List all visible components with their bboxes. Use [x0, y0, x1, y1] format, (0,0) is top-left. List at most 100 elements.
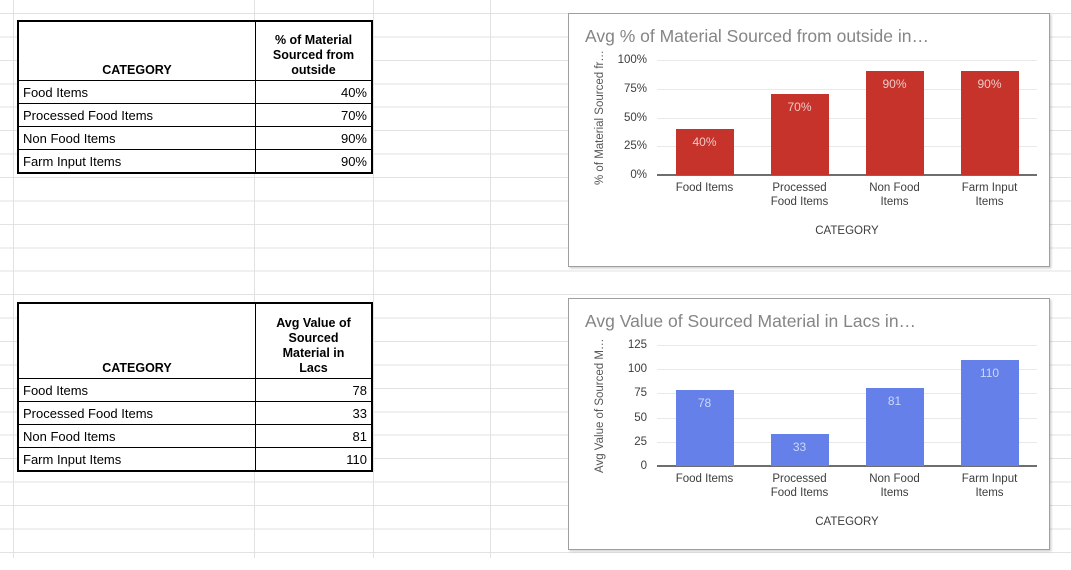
cell-category[interactable]: Food Items: [23, 84, 89, 100]
table-row: Non Food Items 81: [19, 424, 371, 447]
bar-processed-food-items[interactable]: 70%: [770, 94, 829, 175]
y-gridline: [657, 442, 1037, 443]
chart-avg-value-sourced[interactable]: Avg Value of Sourced Material in Lacs in…: [568, 298, 1050, 550]
bar-slot: 78: [657, 390, 752, 466]
table-row: Food Items 78: [19, 378, 371, 401]
y-tick-label: 75: [634, 387, 647, 399]
header-cell-category[interactable]: CATEGORY: [102, 63, 172, 77]
x-axis-ticks: Food Items Processed Food Items Non Food I…: [657, 182, 1037, 210]
y-gridline: [657, 118, 1037, 119]
cell-value[interactable]: 110: [255, 448, 371, 470]
x-tick-label: Farm Input Items: [961, 182, 1018, 208]
bar-slot: 40%: [657, 129, 752, 175]
bar-value-label: 110: [979, 366, 1000, 380]
bar-value-label: 81: [887, 394, 902, 408]
plot-area: 40% 70% 90% 90%: [657, 60, 1037, 176]
cell-category[interactable]: Processed Food Items: [23, 405, 154, 421]
x-axis-baseline: [657, 174, 1037, 176]
cell-value[interactable]: 70%: [255, 104, 371, 126]
bars-container: 40% 70% 90% 90%: [657, 60, 1037, 175]
bar-farm-input-items[interactable]: 90%: [960, 71, 1019, 175]
header-cell-value[interactable]: Avg Value of Sourced Material in Lacs: [255, 304, 371, 378]
y-tick-label: 25%: [623, 140, 647, 152]
x-tick-label: Non Food Items: [869, 473, 920, 499]
cell-category[interactable]: Non Food Items: [23, 130, 116, 146]
plot-area: 78 33 81 110: [657, 345, 1037, 467]
cell-value[interactable]: 40%: [255, 81, 371, 103]
y-tick-label: 25: [634, 436, 647, 448]
chart-title: Avg Value of Sourced Material in Lacs in…: [585, 311, 917, 331]
bar-slot: 110: [942, 360, 1037, 466]
x-tick-label: Farm Input Items: [961, 473, 1018, 499]
y-axis-title-column: Avg Value of Sourced M…: [587, 338, 613, 528]
sheet-gridline-vertical: [490, 0, 491, 558]
chart-body: Avg Value of Sourced M… 125 100 75 50 25 0 78…: [569, 338, 1049, 528]
bar-value-label: 78: [697, 396, 712, 410]
y-axis-title: Avg Value of Sourced M…: [594, 338, 606, 473]
x-axis-title: CATEGORY: [815, 224, 879, 237]
chart-body: % of Material Sourced fr… 100% 75% 50% 25% 0…: [569, 50, 1049, 237]
y-gridline: [657, 369, 1037, 370]
cell-category[interactable]: Processed Food Items: [23, 107, 154, 123]
bar-slot: 33: [752, 434, 847, 466]
y-axis-ticks: 100% 75% 50% 25% 0%: [613, 54, 657, 181]
bar-value-label: 90%: [882, 77, 907, 91]
y-tick-label: 100%: [617, 54, 647, 66]
table-avg-value-sourced: CATEGORY Avg Value of Sourced Material i…: [17, 302, 373, 472]
table-row: Farm Input Items 90%: [19, 149, 371, 172]
y-tick-label: 0: [640, 460, 647, 472]
cell-category[interactable]: Non Food Items: [23, 428, 116, 444]
chart-main-column: 40% 70% 90% 90% Food Items Processed Food It…: [657, 60, 1037, 237]
y-tick-label: 50: [634, 412, 647, 424]
sheet-gridline-vertical: [373, 0, 374, 558]
sheet-gridline-vertical: [13, 0, 14, 558]
table-row: Farm Input Items 110: [19, 447, 371, 470]
y-gridline: [657, 60, 1037, 61]
cell-value[interactable]: 90%: [255, 127, 371, 149]
bar-value-label: 70%: [787, 100, 812, 114]
bar-value-label: 40%: [692, 135, 717, 149]
bar-slot: 70%: [752, 94, 847, 175]
y-tick-label: 75%: [623, 83, 647, 95]
y-gridline: [657, 418, 1037, 419]
y-tick-label: 0%: [630, 169, 647, 181]
sheet-gridline-vertical: [254, 0, 255, 558]
bar-slot: 90%: [942, 71, 1037, 175]
cell-value[interactable]: 78: [255, 379, 371, 401]
bar-value-label: 90%: [977, 77, 1002, 91]
bar-processed-food-items[interactable]: 33: [770, 434, 829, 466]
bar-food-items[interactable]: 78: [675, 390, 734, 466]
cell-category[interactable]: Farm Input Items: [23, 451, 122, 467]
header-cell-value[interactable]: % of Material Sourced from outside: [255, 22, 371, 80]
table-header-row: CATEGORY % of Material Sourced from outs…: [19, 22, 371, 80]
y-tick-label: 100: [627, 363, 647, 375]
y-tick-label: 50%: [623, 112, 647, 124]
table-row: Processed Food Items 70%: [19, 103, 371, 126]
table-row: Processed Food Items 33: [19, 401, 371, 424]
y-axis-title-column: % of Material Sourced fr…: [587, 50, 613, 237]
header-cell-category[interactable]: CATEGORY: [102, 361, 172, 375]
cell-category[interactable]: Food Items: [23, 382, 89, 398]
y-gridline: [657, 146, 1037, 147]
y-gridline: [657, 89, 1037, 90]
cell-value[interactable]: 33: [255, 402, 371, 424]
bar-non-food-items[interactable]: 90%: [865, 71, 924, 175]
chart-main-column: 78 33 81 110 Food Items Processed Food Items…: [657, 345, 1037, 528]
bar-slot: 90%: [847, 71, 942, 175]
bar-non-food-items[interactable]: 81: [865, 388, 924, 466]
x-axis-title: CATEGORY: [815, 515, 879, 528]
bar-value-label: 33: [792, 440, 807, 454]
bar-farm-input-items[interactable]: 110: [960, 360, 1019, 466]
y-axis-ticks: 125 100 75 50 25 0: [613, 339, 657, 472]
cell-category[interactable]: Farm Input Items: [23, 153, 122, 169]
bar-food-items[interactable]: 40%: [675, 129, 734, 175]
table-header-row: CATEGORY Avg Value of Sourced Material i…: [19, 304, 371, 378]
cell-value[interactable]: 81: [255, 425, 371, 447]
bars-container: 78 33 81 110: [657, 345, 1037, 466]
cell-value[interactable]: 90%: [255, 150, 371, 172]
x-tick-label: Food Items: [675, 182, 734, 194]
chart-material-sourced-pct[interactable]: Avg % of Material Sourced from outside i…: [568, 13, 1050, 267]
y-tick-label: 125: [627, 339, 647, 351]
table-row: Food Items 40%: [19, 80, 371, 103]
